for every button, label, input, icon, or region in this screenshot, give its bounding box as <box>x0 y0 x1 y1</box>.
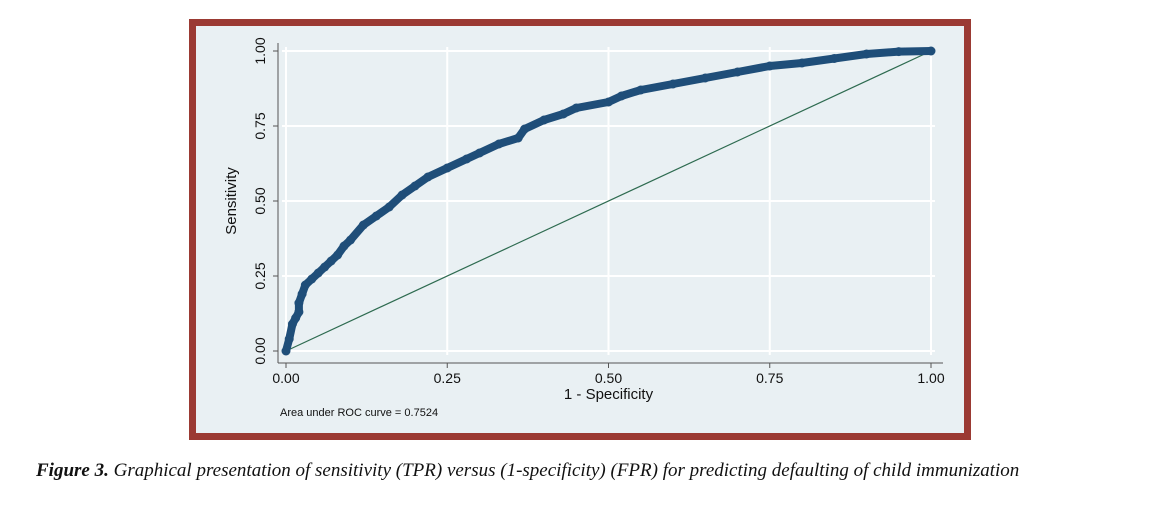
roc-point <box>494 139 504 149</box>
roc-point <box>333 250 343 260</box>
roc-point <box>475 148 484 158</box>
roc-point <box>326 256 336 266</box>
roc-point <box>765 61 775 71</box>
tick-layer: 0.00 0.25 0.50 0.75 1.00 0.00 0.25 0.50 0.75 1.00 <box>252 37 945 386</box>
roc-point <box>307 274 317 284</box>
caption-text: Graphical presentation of sensitivity (T… <box>108 460 1020 481</box>
roc-point <box>797 58 807 68</box>
roc-point <box>513 133 523 143</box>
reference-line <box>285 50 932 352</box>
roc-point <box>636 85 646 95</box>
chart-frame: 0.00 0.25 0.50 0.75 1.00 0.00 0.25 0.50 0.75 1.00… <box>189 19 971 440</box>
caption-label: Figure 3. <box>36 460 109 481</box>
roc-point <box>616 91 626 101</box>
auc-annotation: Area under ROC curve = 0.7524 <box>280 407 438 419</box>
series-layer <box>281 46 936 356</box>
roc-point <box>668 79 678 89</box>
y-axis-title: Sensitivity <box>223 167 240 235</box>
roc-point <box>926 46 936 56</box>
y-tick-label: 0.25 <box>252 262 268 289</box>
roc-point <box>462 154 472 164</box>
y-tick-label: 0.00 <box>252 337 268 364</box>
y-tick-label: 0.50 <box>252 187 268 214</box>
roc-point <box>571 103 581 113</box>
roc-point <box>539 115 549 125</box>
roc-point <box>346 235 355 245</box>
roc-chart: 0.00 0.25 0.50 0.75 1.00 0.00 0.25 0.50 0.75 1.00… <box>223 37 945 419</box>
x-axis-title: 1 - Specificity <box>564 386 654 403</box>
roc-point <box>300 280 310 290</box>
roc-point <box>294 307 304 317</box>
roc-point <box>442 163 452 173</box>
roc-point <box>558 109 568 119</box>
x-tick-label: 1.00 <box>917 370 944 386</box>
x-tick-label: 0.75 <box>756 370 783 386</box>
roc-point <box>423 172 433 182</box>
roc-point <box>733 67 742 77</box>
x-tick-label: 0.25 <box>434 370 461 386</box>
roc-point <box>297 289 307 299</box>
roc-point <box>358 220 368 230</box>
roc-point <box>284 334 294 344</box>
roc-point <box>320 262 330 272</box>
roc-point <box>371 211 381 221</box>
roc-point <box>520 124 530 134</box>
roc-point <box>894 47 904 57</box>
roc-point <box>384 202 394 212</box>
roc-point <box>294 298 304 308</box>
x-tick-label: 0.50 <box>595 370 622 386</box>
roc-point <box>410 181 420 191</box>
roc-point <box>700 73 710 83</box>
roc-point <box>313 268 323 278</box>
x-tick-label: 0.00 <box>272 370 299 386</box>
y-tick-label: 1.00 <box>252 37 268 64</box>
roc-point <box>862 49 871 59</box>
roc-point <box>281 346 291 356</box>
roc-point <box>829 54 839 63</box>
roc-point <box>339 241 349 251</box>
y-tick-label: 0.75 <box>252 112 268 139</box>
roc-point <box>604 97 613 107</box>
figure-caption: Figure 3. Graphical presentation of sens… <box>36 459 1134 483</box>
roc-point <box>397 190 407 200</box>
